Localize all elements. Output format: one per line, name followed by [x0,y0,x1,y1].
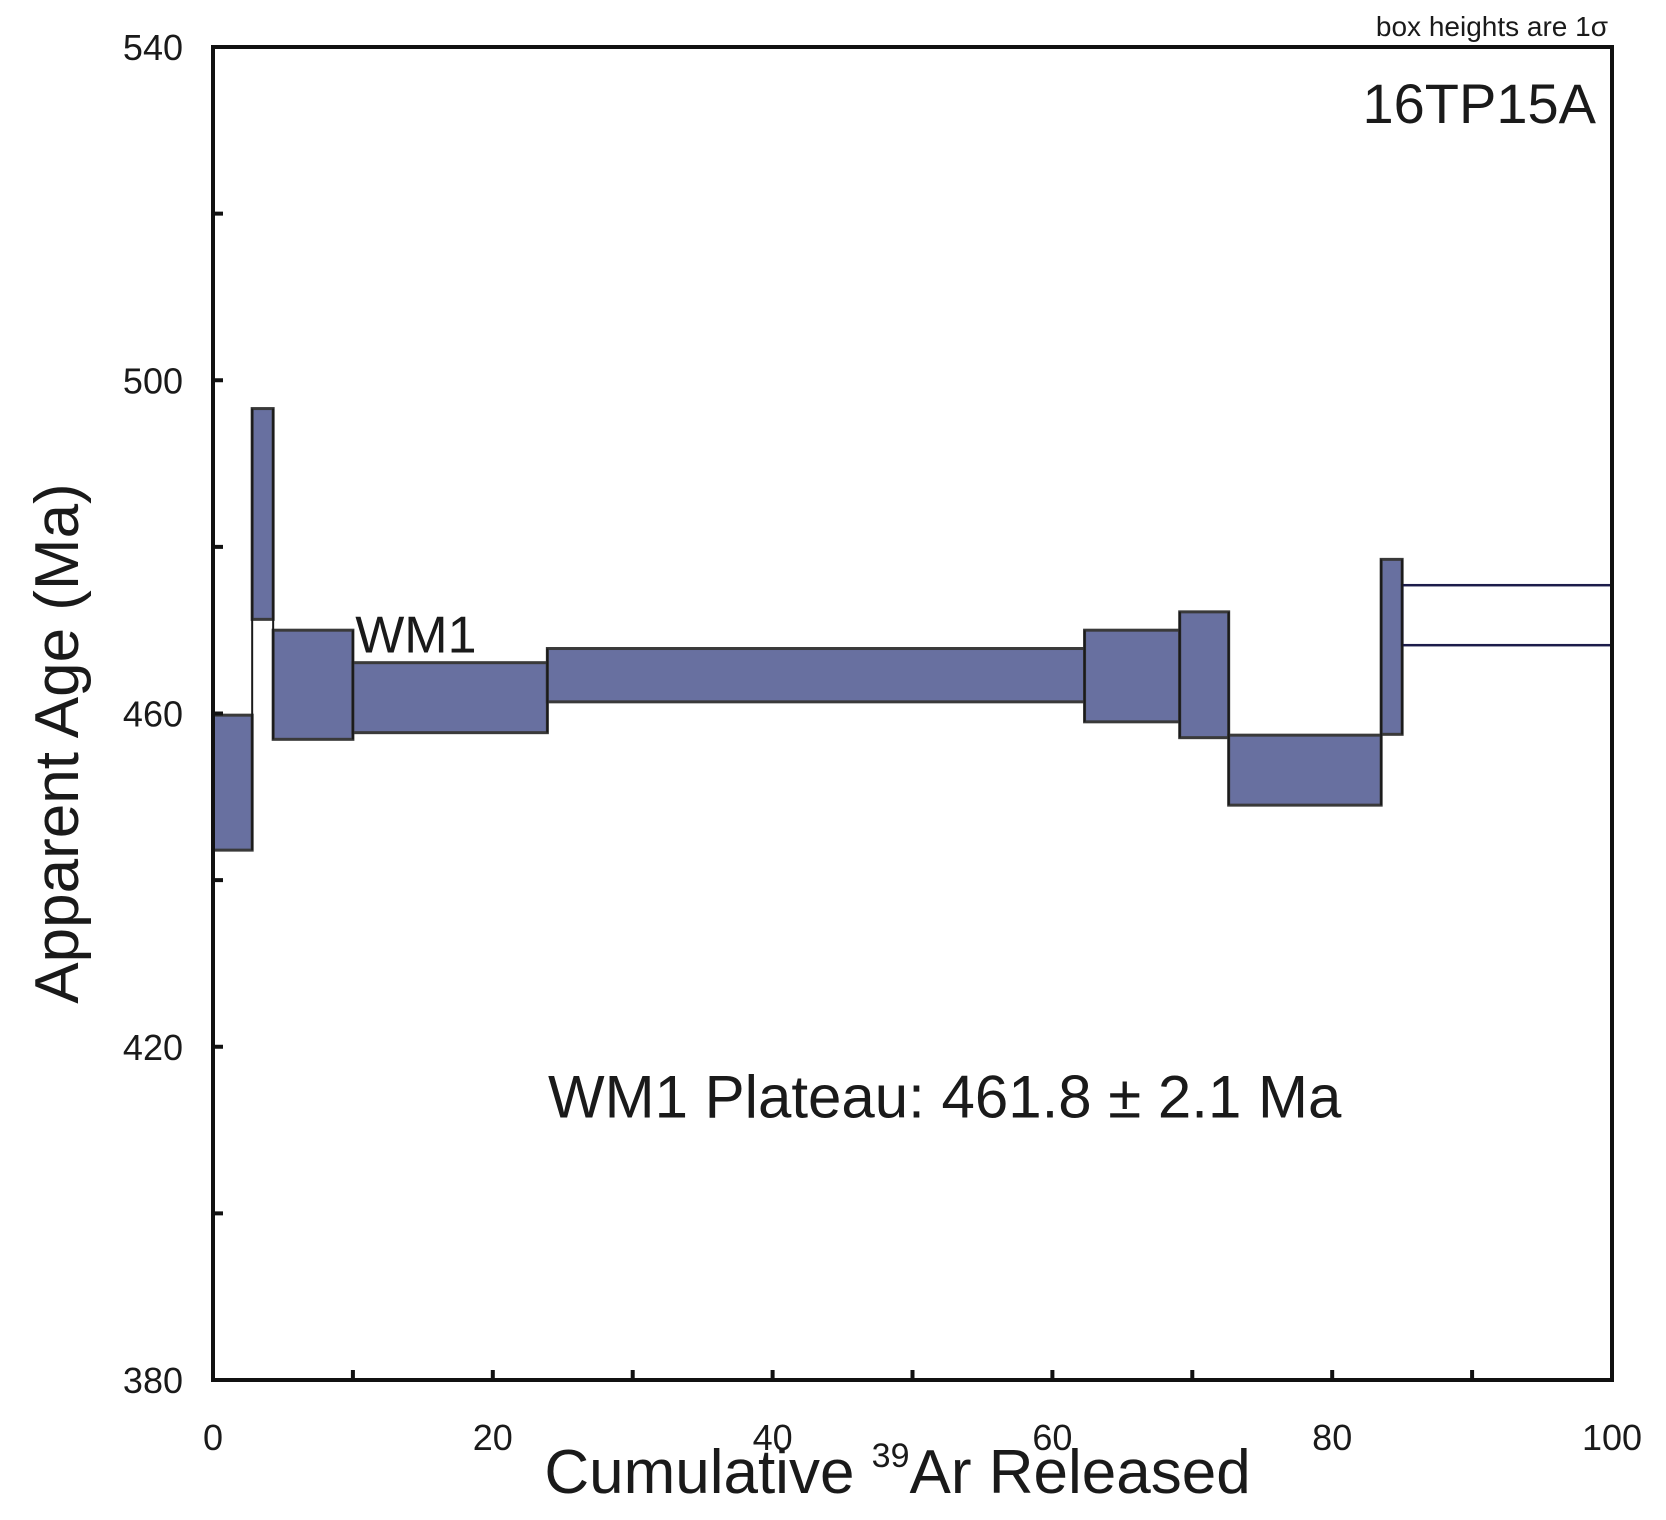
y-tick-label-380: 380 [123,1360,183,1401]
step-box-5 [545,647,1087,704]
step-box-9 [1379,557,1404,736]
step-box-6 [1083,628,1182,724]
steps-layer [211,407,1614,852]
y-tick-label-460: 460 [123,694,183,735]
y-axis-title: Apparent Age (Ma) [23,483,92,1003]
plateau-segment-label: WM1 [355,607,476,665]
ticks-layer [211,45,1614,1382]
x-tick-label-20: 20 [473,1417,513,1458]
step-box-7 [1178,610,1231,740]
step-box-4 [351,661,549,735]
x-axis-title: Cumulative 39Ar Released [544,1437,1250,1507]
step-box-3 [271,628,355,741]
plateau-age-annotation: WM1 Plateau: 461.8 ± 2.1 Ma [548,1064,1342,1131]
y-tick-label-500: 500 [123,360,183,401]
x-tick-label-80: 80 [1312,1417,1352,1458]
step-box-2 [250,407,275,621]
step-box-10 [1400,583,1614,647]
x-tick-label-60: 60 [1032,1417,1072,1458]
x-tick-label-0: 0 [203,1417,223,1458]
step-connectors [251,408,1404,851]
x-axis-title-superscript: 39 [872,1437,910,1475]
x-tick-label-40: 40 [753,1417,793,1458]
box-height-note: box heights are 1σ [1376,11,1608,42]
x-axis-title-suffix: Ar Released [910,1438,1251,1507]
y-tick-label-420: 420 [123,1027,183,1068]
step-box-1 [211,713,254,852]
x-axis-title-prefix: Cumulative [544,1438,871,1507]
step-box-8 [1227,733,1383,807]
sample-id-label: 16TP15A [1363,72,1597,135]
tick-labels-layer: 0 20 40 60 80 100 380 420 460 500 540 [123,27,1642,1458]
y-tick-label-540: 540 [123,27,183,68]
x-tick-label-100: 100 [1582,1417,1642,1458]
